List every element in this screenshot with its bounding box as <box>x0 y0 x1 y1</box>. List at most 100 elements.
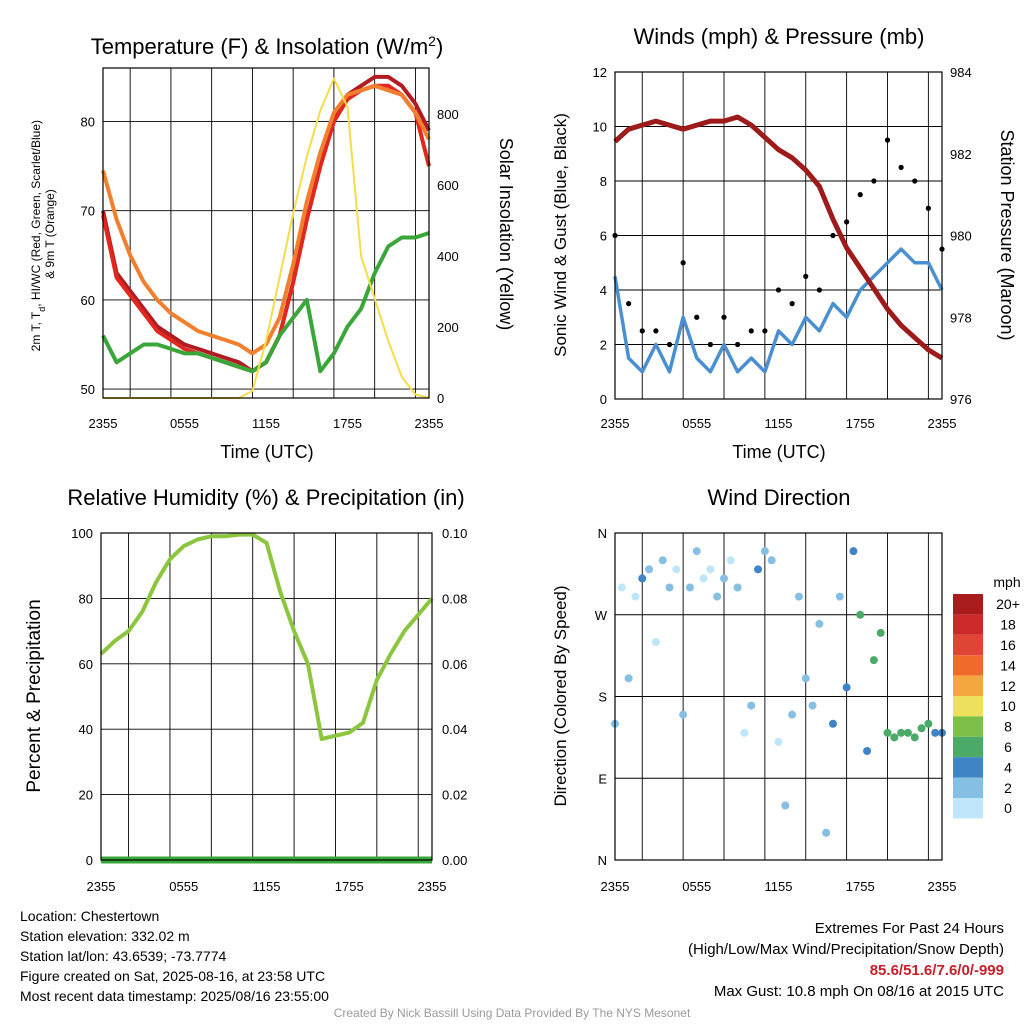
direction-point <box>876 628 885 637</box>
direction-point <box>815 619 824 628</box>
x-tick-label: 2355 <box>601 416 630 431</box>
winds-title: Winds (mph) & Pressure (mb) <box>634 24 925 49</box>
direction-point <box>692 547 701 556</box>
y2-tick-label: 980 <box>950 229 972 244</box>
y2-tick-label: 982 <box>950 147 972 162</box>
series-line-sonic-wind <box>613 247 944 374</box>
direction-point <box>631 592 640 601</box>
temperature-plot-frame <box>102 67 430 399</box>
direction-point <box>835 592 844 601</box>
colorbar-swatch <box>953 696 983 717</box>
gust-point <box>898 164 904 170</box>
colorbar-swatch <box>953 736 983 758</box>
colorbar-label: 20+ <box>996 596 1020 612</box>
direction-panel: Wind Direction 2355 0555 1155 1755 2355 N E S W N… <box>551 485 1021 894</box>
direction-point <box>754 565 763 574</box>
gust-point <box>857 192 863 198</box>
direction-point <box>638 574 647 583</box>
series-line-td <box>101 231 430 374</box>
direction-point <box>679 710 688 719</box>
x-tick-label: 1155 <box>765 879 793 894</box>
gust-point <box>748 328 754 334</box>
direction-point <box>903 728 912 737</box>
direction-point <box>767 556 776 565</box>
series-line-hi-wc <box>101 83 431 374</box>
direction-point <box>658 556 667 565</box>
direction-point <box>842 683 851 692</box>
winds-xlabel: Time (UTC) <box>732 442 825 462</box>
y-tick-label: 0 <box>86 853 93 868</box>
y-tick-label: S <box>598 690 607 705</box>
gust-point <box>803 273 809 279</box>
y-tick-label: W <box>595 608 608 623</box>
direction-point <box>822 828 831 837</box>
y-tick-label: N <box>598 526 607 541</box>
colorbar-label: 0 <box>1004 800 1012 816</box>
x-tick-label: 1155 <box>252 416 280 431</box>
temperature-panel: Temperature (F) & Insolation (W/m2) 2355… <box>29 33 516 462</box>
winds-tick-labels: 2355 0555 1155 1755 2355 0 2 4 6 8 10 12 976 978 980 98… <box>593 65 972 431</box>
gust-point <box>844 219 850 225</box>
humidity-series <box>99 532 434 864</box>
colorbar-swatch <box>953 798 983 819</box>
colorbar-swatch <box>953 655 983 676</box>
x-tick-label: 2355 <box>418 879 447 894</box>
temperature-ylabel: 2m T, Td, HI/WC (Red, Green, Scarlet/Blu… <box>29 117 57 352</box>
gust-point <box>639 328 645 334</box>
y-tick-label: 60 <box>81 293 95 308</box>
y2-tick-label: 984 <box>950 65 972 80</box>
colorbar-swatch <box>953 716 983 737</box>
gust-point <box>707 341 713 348</box>
direction-point <box>863 747 872 755</box>
direction-point <box>706 565 715 574</box>
gust-point <box>816 287 822 293</box>
temperature-xlabel: Time (UTC) <box>220 442 313 462</box>
direction-point <box>910 733 919 742</box>
station-location: Location: Chestertown <box>20 908 160 924</box>
x-tick-label: 2355 <box>928 879 957 894</box>
direction-point <box>645 565 654 574</box>
x-tick-label: 0555 <box>682 879 711 894</box>
gust-point <box>721 314 727 320</box>
extremes-info: Extremes For Past 24 Hours (High/Low/Max… <box>688 918 1004 1002</box>
direction-point <box>713 592 722 601</box>
direction-tick-labels: 2355 0555 1155 1755 2355 N E S W N <box>595 526 957 894</box>
winds-y2label: Station Pressure (Maroon) <box>997 129 1017 340</box>
y2-tick-label: 400 <box>437 249 459 264</box>
direction-title: Wind Direction <box>707 485 850 510</box>
x-tick-label: 1755 <box>333 416 362 431</box>
direction-point <box>672 565 681 574</box>
direction-point <box>897 728 906 737</box>
y2-tick-label: 800 <box>437 107 459 122</box>
x-tick-label: 2355 <box>601 879 630 894</box>
direction-point <box>856 610 865 619</box>
direction-plot-frame <box>614 532 943 861</box>
colorbar-swatch <box>953 634 983 656</box>
series-line-relative-humidity <box>99 532 434 741</box>
gust-point <box>871 178 877 184</box>
temperature-series <box>101 74 431 399</box>
station-info: Location: Chestertown Station elevation:… <box>20 906 329 1006</box>
credit-line: Created By Nick Bassill Using Data Provi… <box>333 1006 691 1020</box>
x-tick-label: 1755 <box>335 879 364 894</box>
direction-point <box>883 728 892 737</box>
y-tick-label: E <box>598 771 607 786</box>
x-tick-label: 0555 <box>169 879 198 894</box>
colorbar-label: 2 <box>1004 780 1012 796</box>
direction-ylabel: Direction (Colored By Speed) <box>551 585 570 806</box>
y2-tick-label: 978 <box>950 310 972 325</box>
humidity-gridlines <box>101 533 432 860</box>
direction-point <box>924 719 933 728</box>
direction-point <box>869 656 878 665</box>
direction-point <box>747 701 756 710</box>
direction-point <box>849 547 858 556</box>
y-tick-label: 0 <box>600 392 607 407</box>
y-tick-label: 60 <box>79 657 93 672</box>
x-tick-label: 1755 <box>846 416 875 431</box>
colorbar-label: 10 <box>1000 698 1016 714</box>
direction-point <box>651 638 660 646</box>
gust-point <box>925 205 931 211</box>
colorbar-label: 8 <box>1004 719 1012 735</box>
y2-tick-label: 600 <box>437 178 459 193</box>
